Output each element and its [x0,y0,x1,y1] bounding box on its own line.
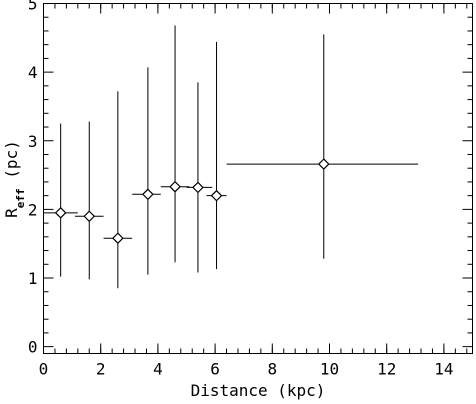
y-axis-label-unit: (pc) [2,140,21,188]
data-point-2 [83,210,96,223]
y-tick-label: 5 [28,0,38,14]
y-tick-label: 1 [28,269,38,288]
data-point-8 [317,158,330,170]
x-tick-label: 0 [39,360,49,379]
major-ticks [43,3,473,354]
x-tick-label: 14 [434,360,453,379]
y-tick-label: 0 [28,338,38,357]
y-axis-label: Reff (pc) [2,140,27,218]
y-tick-label: 2 [28,200,38,219]
x-tick-label: 12 [377,360,396,379]
data-point-7 [210,189,223,202]
x-tick-label: 6 [210,360,220,379]
plot-frame [43,3,473,354]
minor-ticks [43,3,473,354]
data-point-1 [54,206,67,219]
x-tick-label: 2 [96,360,106,379]
x-tick-labels: 0 2 4 6 8 10 12 14 [39,360,454,379]
y-tick-labels: 0 1 2 3 4 5 [28,0,38,357]
data-point-6 [192,181,204,194]
x-tick-label: 10 [320,360,339,379]
x-tick-label: 4 [153,360,163,379]
data-point-3 [112,232,124,245]
y-tick-label: 4 [28,63,38,82]
y-tick-label: 3 [28,132,38,151]
x-axis-label: Distance (kpc) [191,381,326,400]
y-axis-label-main: R [2,208,21,218]
x-tick-label: 8 [267,360,277,379]
data-markers [54,158,330,245]
data-point-5 [169,180,181,193]
error-bars [43,25,419,289]
data-point-4 [142,188,154,201]
y-axis-label-sub: eff [14,188,27,208]
